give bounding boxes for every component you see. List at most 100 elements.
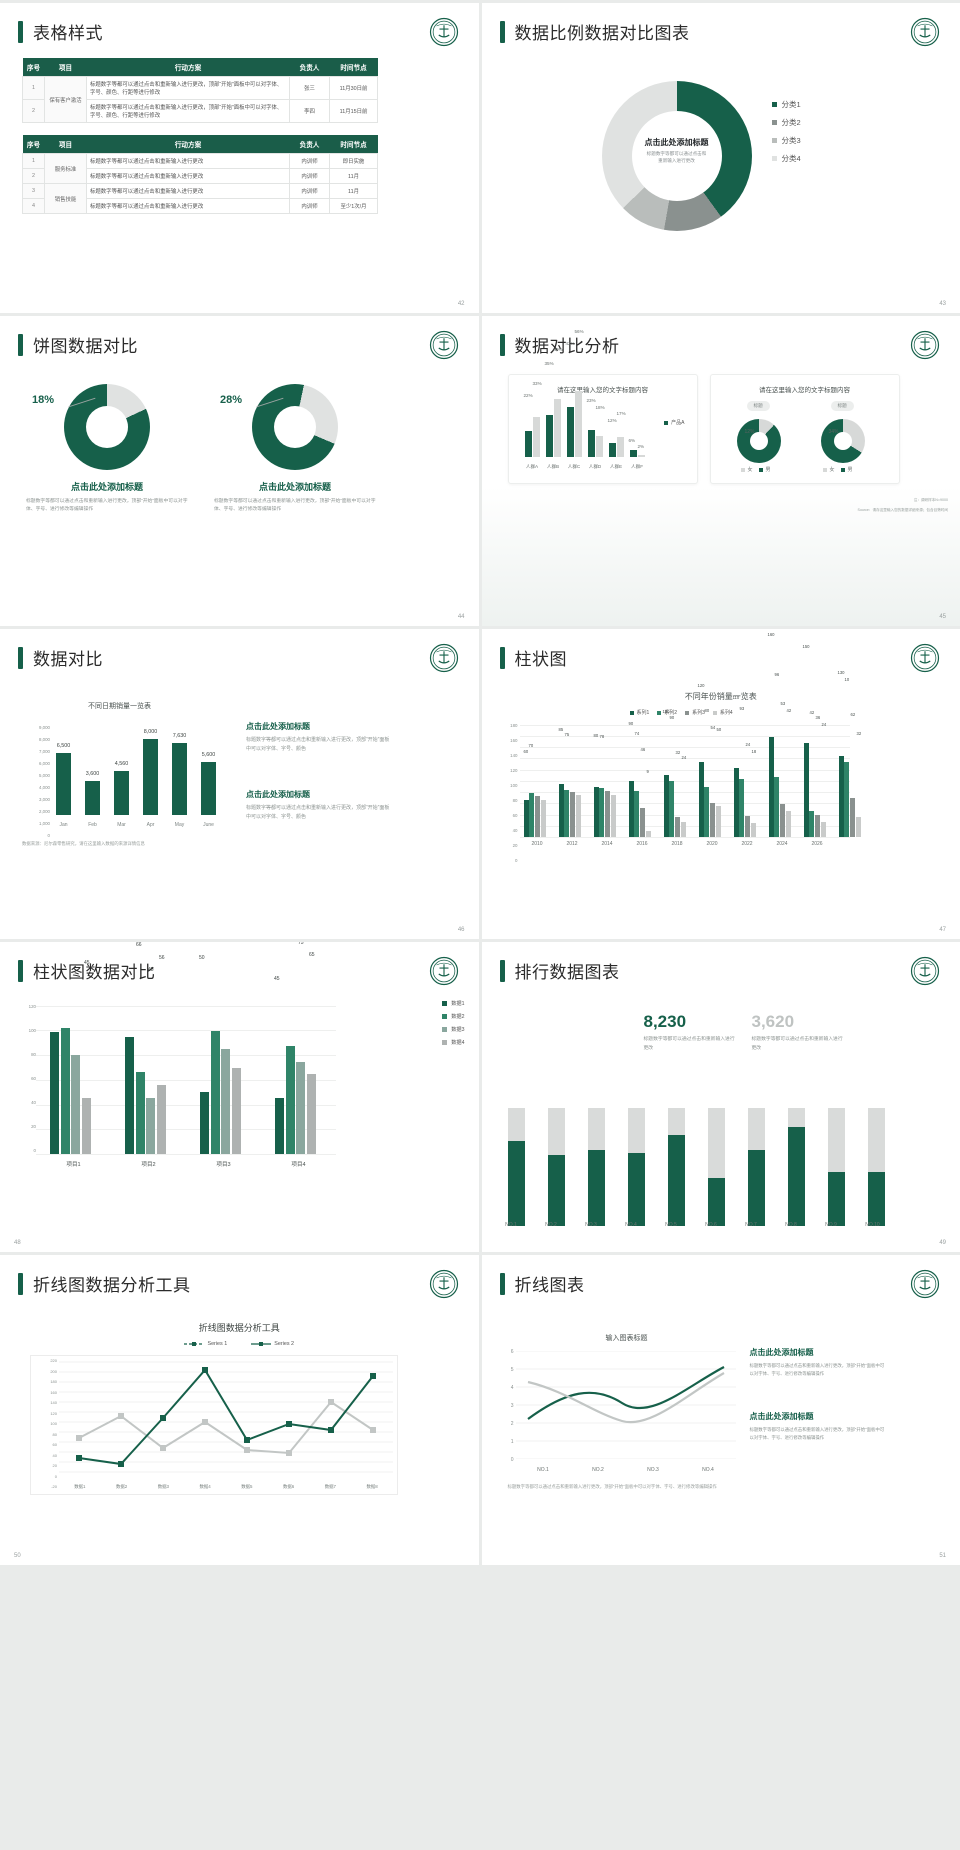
x-axis-48: 项目1 项目2 项目3 项目4: [36, 1160, 336, 1168]
bar: [553, 399, 561, 457]
stat-body: 标题数字等都可以通过点击和重新输入进行更改: [751, 1037, 843, 1051]
bar-group: 95664556: [125, 942, 166, 1154]
legend-swatch-icon: [771, 120, 777, 125]
card-title: 请在这里输入您的文字标题内容: [759, 387, 850, 394]
y-tick: 2: [510, 1421, 514, 1427]
bar-value: 8,000: [143, 729, 158, 735]
bar: [587, 430, 595, 457]
x-tick: NO.1: [537, 1467, 549, 1473]
chart-source-46: 数据来源：尼尔森零售研究，请在这里输入数据的来源详情信息: [22, 841, 145, 846]
legend-swatch-icon: [740, 467, 745, 472]
legend-item: 数据4: [442, 1039, 465, 1046]
legend-swatch-icon: [442, 1027, 448, 1032]
bar: [524, 431, 532, 457]
y-tick: 200: [50, 1368, 57, 1374]
x-tick: 2024: [776, 841, 788, 847]
x-tick: 2022: [741, 841, 753, 847]
cell-project: 销售技能: [44, 183, 87, 214]
legend-swatch-icon: [822, 467, 827, 472]
y-tick: 20: [512, 843, 518, 848]
y-tick: 0: [510, 1457, 514, 1463]
page-number: 42: [457, 301, 465, 307]
y-tick: 0: [515, 858, 518, 863]
chart-title-47: 不同年份销量一览表: [684, 692, 757, 701]
pill-label-left: 标题: [746, 401, 770, 411]
bar-value: 42%: [565, 341, 575, 346]
chart-title-50: 折线图数据分析工具: [198, 1323, 280, 1333]
x-tick: 人群C: [567, 464, 581, 469]
x-tick: 人群B: [546, 464, 560, 469]
slide-46: 数据对比 不同日期销量一览表 9,000 8,000 7,000 6,000 5…: [0, 629, 479, 939]
donut-center-title: 点击此处添加标题: [644, 138, 709, 147]
bar-group: 100 90 32 24: [663, 709, 686, 837]
brand-logo-icon: [910, 1269, 940, 1299]
legend-item: 数据2: [442, 1013, 465, 1020]
x-tick: 数据6: [283, 1484, 295, 1489]
table-row: 4 标题数字等都可以通过点击和重新输入进行更改 内训师 至少1次/月: [22, 198, 378, 214]
bar-group: 45887565: [274, 942, 316, 1154]
block-body: 标题数字等都可以通过点击和重新输入进行更改，顶部“开始”面板中可以对字体、字号、…: [749, 1427, 885, 1441]
page-number: 43: [939, 301, 946, 307]
legend-line-icon: [251, 1342, 272, 1346]
bar-value: 5,600: [201, 752, 216, 758]
x-tick: 项目2: [141, 1162, 156, 1168]
legend-swatch-icon: [771, 138, 777, 143]
legend-label: 分类1: [781, 100, 801, 109]
brand-logo-icon: [910, 17, 940, 47]
x-tick: NO.1: [505, 1222, 517, 1228]
bar: [143, 739, 158, 815]
legend-swatch-icon: [771, 156, 777, 161]
legend-label: 分类2: [781, 118, 801, 127]
legend-item: 分类3: [771, 135, 801, 146]
bar-group: 60 70: [523, 743, 546, 837]
legend-swatch-icon: [442, 1040, 448, 1045]
legend-label: 系列3: [692, 710, 705, 716]
bar-group: 22% 33%: [524, 381, 542, 457]
action-table-1: 序号 项目 行动方案 负责人 时间节点 1 保有客户激活 标题数字等都可以通过点…: [22, 58, 378, 123]
table-2-wrapper: 序号 项目 行动方案 负责人 时间节点 1 服务标准 标题数字等都可以通过点击和…: [0, 135, 479, 214]
bar-group: 23% 18%: [587, 398, 605, 457]
cell-no: 2: [22, 99, 45, 123]
cell-project: 服务标准: [44, 153, 87, 184]
legend-label: 产品A: [671, 420, 685, 426]
th-time: 时间节点: [329, 135, 378, 154]
x-tick: NO.3: [585, 1222, 597, 1228]
y-tick: 80: [52, 1431, 57, 1437]
th-action: 行动方案: [86, 58, 290, 77]
legend-item: Series 1: [184, 1341, 227, 1347]
x-tick: 2016: [636, 841, 648, 847]
cell-action: 标题数字等都可以通过点击和重新输入进行更改: [86, 198, 290, 214]
cell-action: 标题数字等都可以通过点击和重新输入进行更改: [86, 153, 290, 169]
rank-bar: [587, 1108, 605, 1226]
y-tick: 8,000: [39, 737, 50, 742]
bar-group: 42% 56%: [566, 329, 584, 457]
bar: [574, 391, 582, 457]
x-tick: May: [174, 822, 185, 828]
slide-42-header: 表格样式: [0, 3, 479, 44]
legend-item: 分类2: [771, 117, 801, 128]
donut-male-value: 34%: [828, 429, 839, 435]
legend-label: 分类4: [781, 154, 801, 163]
cell-time: 11月: [329, 168, 378, 184]
page-title: 折线图表: [514, 1276, 585, 1295]
table-row: 1 保有客户激活 标题数字等都可以通过点击和重新输入进行更改，顶部“开始”面板中…: [22, 76, 378, 123]
slide-43-header: 数据比例数据对比图表: [482, 3, 960, 44]
x-tick: 2026: [811, 841, 823, 847]
x-tick: NO.7: [745, 1222, 757, 1228]
slide-44: 饼图数据对比 18% 点击此处添加标题 标题数字等都可以通过点击和重新输入进行更…: [0, 316, 479, 626]
x-tick: 人群E: [609, 464, 623, 469]
page-title: 柱状图数据对比: [33, 963, 156, 982]
x-tick: 人群F: [631, 464, 643, 469]
th-project: 项目: [44, 135, 87, 154]
cell-owner: 内训师: [289, 198, 330, 214]
legend-swatch-icon: [442, 1001, 448, 1006]
chart-legend-48: 数据1 数据2 数据3 数据4: [442, 1000, 465, 1052]
x-tick: NO.4: [625, 1222, 637, 1228]
legend-swatch-icon: [758, 467, 763, 472]
cell-time: 11月: [329, 183, 378, 199]
rank-bar: [787, 1108, 805, 1226]
donut-center-sub: 标题数字等都可以通过点击和 重新输入进行更改: [646, 151, 707, 164]
x-tick: 数据1: [74, 1484, 86, 1489]
x-tick: 2010: [531, 841, 543, 847]
legend-label: 女: [747, 467, 753, 473]
